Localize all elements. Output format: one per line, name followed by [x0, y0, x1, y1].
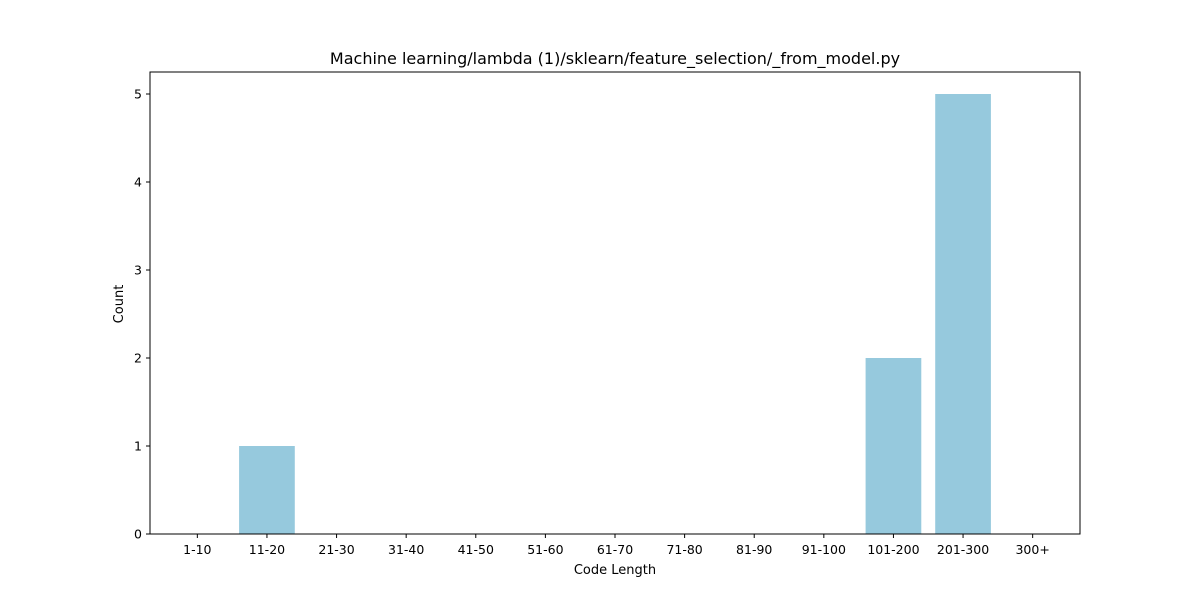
x-tick-label: 1-10: [183, 542, 211, 557]
bar-11-20: [239, 446, 295, 534]
x-tick-label: 101-200: [867, 542, 919, 557]
bar-201-300: [935, 94, 991, 534]
x-tick-label: 51-60: [527, 542, 563, 557]
y-tick-label: 1: [134, 439, 142, 454]
x-tick-label: 41-50: [458, 542, 494, 557]
x-tick-label: 11-20: [249, 542, 285, 557]
x-tick-label: 300+: [1015, 542, 1049, 557]
x-tick-label: 21-30: [318, 542, 354, 557]
y-axis-label: Count: [112, 285, 127, 324]
y-tick-label: 3: [134, 263, 142, 278]
x-tick-label: 61-70: [597, 542, 633, 557]
x-tick-label: 91-100: [802, 542, 846, 557]
x-tick-label: 71-80: [666, 542, 702, 557]
x-tick-label: 31-40: [388, 542, 424, 557]
chart-title: Machine learning/lambda (1)/sklearn/feat…: [330, 49, 900, 69]
x-tick-label: 201-300: [937, 542, 989, 557]
y-tick-label: 2: [134, 351, 142, 366]
y-tick-label: 5: [134, 87, 142, 102]
x-axis-label: Code Length: [574, 563, 656, 578]
y-tick-label: 0: [134, 527, 142, 542]
x-tick-label: 81-90: [736, 542, 772, 557]
bar-101-200: [865, 358, 922, 534]
plot-area: 1-10 11-20 21-30 31-40 41-50 51-60 61-70 71-80 8…: [134, 71, 1081, 557]
y-tick-label: 4: [134, 175, 142, 190]
